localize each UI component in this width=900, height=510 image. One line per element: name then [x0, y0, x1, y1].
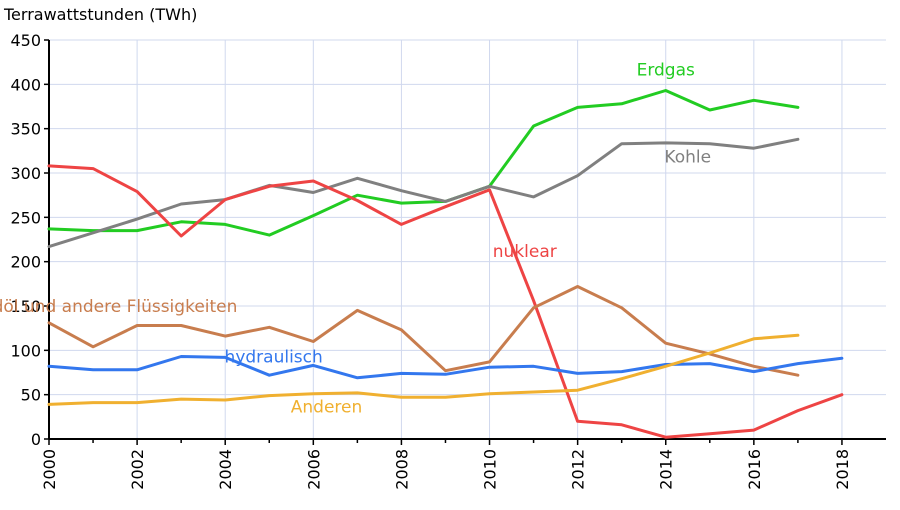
y-tick-label-450: 450	[10, 31, 41, 50]
y-tick-label-250: 250	[10, 208, 41, 227]
y-tick-label-50: 50	[21, 386, 41, 405]
y-tick-label-300: 300	[10, 164, 41, 183]
series-label-kohle: Kohle	[664, 147, 711, 167]
x-tick-label-2004: 2004	[216, 449, 235, 490]
x-tick-label-2006: 2006	[304, 449, 323, 490]
series-line-erdgas	[47, 89, 800, 237]
x-tick-label-2018: 2018	[833, 449, 852, 490]
x-tick-label-2002: 2002	[128, 449, 147, 490]
x-tick-label-2016: 2016	[745, 449, 764, 490]
y-tick-label-150: 150	[10, 297, 41, 316]
y-tick-labels: 0 50 100 150 200 250 300 350 400 450	[10, 31, 49, 449]
series-labels: Erdgas Kohle nuklear Erdöl und andere Flüss…	[0, 60, 711, 417]
y-tick-label-200: 200	[10, 253, 41, 272]
x-tick-label-2008: 2008	[392, 449, 411, 490]
x-tick-label-2014: 2014	[657, 449, 676, 490]
y-tick-label-400: 400	[10, 75, 41, 94]
axes	[48, 40, 886, 440]
x-tick-label-2012: 2012	[569, 449, 588, 490]
x-tick-label-2000: 2000	[40, 449, 59, 490]
y-axis-label: Terrawattstunden (TWh)	[3, 5, 197, 24]
series-label-anderen: Anderen	[291, 397, 363, 417]
x-tick-label-2010: 2010	[481, 449, 500, 490]
series-line-kohle	[47, 137, 800, 249]
series-line-erdöl-und-andere-flüssigkeiten	[47, 285, 800, 377]
y-tick-label-0: 0	[31, 430, 41, 449]
series-label-erdgas: Erdgas	[637, 60, 695, 80]
series-line-nuklear	[47, 164, 844, 439]
series-lines	[47, 89, 844, 439]
series-line-hydraulisch	[47, 355, 844, 380]
series-label-hydraulisch: hydraulisch	[225, 348, 323, 368]
series-label-nuklear: nuklear	[493, 242, 557, 262]
x-tick-labels: 2000 2002 2004 2006 2008 2010 2012 2014 2016 2018	[40, 439, 852, 490]
y-tick-label-100: 100	[10, 341, 41, 360]
y-tick-label-350: 350	[10, 120, 41, 139]
series-line-anderen	[47, 333, 800, 406]
series-label-erdöl-und-andere-flüssigkeiten: Erdöl und andere Flüssigkeiten	[0, 297, 237, 317]
gridlines	[48, 39, 886, 440]
